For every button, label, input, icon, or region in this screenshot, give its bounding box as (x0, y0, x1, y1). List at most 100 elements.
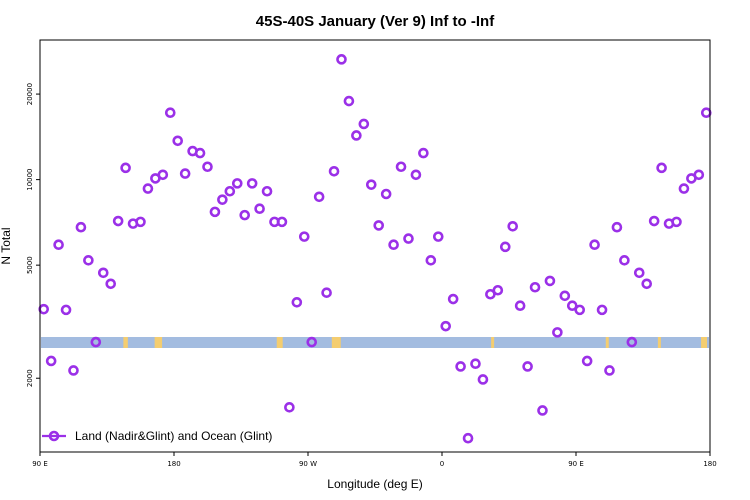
data-point (418, 147, 429, 159)
land-segment (605, 337, 609, 348)
data-point (626, 336, 638, 348)
legend: Land (Nadir&Glint) and Ocean (Glint) (42, 429, 272, 443)
data-point (537, 405, 548, 416)
data-point (462, 432, 474, 444)
data-point (522, 361, 533, 372)
data-point (395, 161, 407, 173)
land-segment (701, 337, 708, 348)
land-segment (491, 337, 495, 348)
x-tick-label: 90 W (299, 460, 317, 468)
x-tick-label: 90 E (32, 460, 48, 468)
data-point (700, 107, 712, 118)
data-point (589, 239, 600, 251)
data-point (566, 300, 578, 311)
y-axis: 2000 5000 10000 20000 (26, 83, 40, 387)
data-point (447, 293, 459, 305)
data-point (328, 165, 340, 177)
data-point (552, 327, 563, 338)
data-point (164, 107, 176, 118)
data-point (380, 188, 392, 200)
plot-frame (39, 39, 711, 453)
data-points (38, 54, 712, 444)
data-point (492, 284, 504, 296)
data-point (477, 374, 489, 385)
data-point (172, 135, 184, 147)
legend-marker (48, 430, 60, 442)
data-point (239, 209, 251, 221)
data-point (336, 54, 347, 65)
data-point (574, 304, 586, 316)
data-point (507, 221, 519, 232)
data-point (611, 221, 623, 233)
data-point (432, 231, 444, 242)
data-point (298, 231, 310, 242)
legend-entry-label: Land (Nadir&Glint) and Ocean (Glint) (75, 429, 272, 443)
data-point (656, 162, 667, 174)
data-point (455, 361, 466, 372)
y-tick-label: 2000 (26, 369, 34, 387)
data-point (224, 185, 236, 197)
land-segment (154, 337, 163, 348)
data-point (693, 169, 705, 181)
data-point (45, 355, 57, 367)
data-point (202, 161, 213, 173)
data-point (604, 365, 615, 376)
y-tick-label: 10000 (26, 168, 34, 190)
data-point (246, 178, 258, 189)
data-point (373, 220, 385, 231)
x-axis-label: Longitude (deg E) (327, 477, 422, 491)
data-point (53, 239, 64, 251)
data-point (120, 162, 131, 174)
x-axis: 90 E 180 90 W 0 90 E 180 (32, 452, 717, 468)
data-point (68, 365, 79, 376)
data-point (60, 304, 72, 316)
data-point (619, 255, 630, 266)
y-tick-label: 20000 (26, 83, 34, 105)
data-point (231, 178, 243, 189)
data-point (499, 241, 511, 253)
data-point (38, 303, 50, 315)
data-point (135, 216, 146, 228)
data-point (313, 191, 325, 203)
data-point (581, 355, 593, 367)
data-point (410, 169, 422, 181)
data-point (97, 267, 109, 279)
data-point (388, 239, 399, 251)
data-point (365, 179, 377, 190)
x-tick-label: 180 (167, 460, 180, 468)
data-point (105, 278, 117, 290)
data-point (321, 287, 332, 298)
x-tick-label: 180 (703, 460, 716, 468)
data-point (358, 118, 370, 130)
land-segment (123, 337, 128, 348)
data-point (671, 216, 682, 228)
ocean-band (41, 337, 709, 348)
data-point (596, 304, 608, 316)
data-point (142, 183, 154, 194)
data-point (217, 194, 228, 205)
data-point (157, 169, 169, 181)
data-point (209, 206, 221, 218)
data-point (179, 168, 191, 179)
data-point (403, 233, 414, 244)
data-point (514, 300, 526, 311)
data-point (633, 267, 645, 279)
data-point (90, 336, 102, 348)
data-point (641, 278, 653, 290)
data-point (83, 255, 94, 266)
data-point (648, 215, 660, 227)
data-point (284, 402, 295, 413)
land-segment (657, 337, 661, 348)
data-point (306, 336, 318, 348)
data-point (276, 216, 288, 228)
chart-title: 45S-40S January (Ver 9) Inf to -Inf (256, 13, 495, 30)
data-point (194, 147, 206, 159)
data-point (343, 95, 355, 107)
y-axis-label: N Total (0, 227, 13, 264)
data-point (254, 203, 265, 215)
data-point (75, 221, 87, 233)
data-point (351, 130, 362, 141)
data-point (440, 320, 452, 332)
data-point (112, 215, 124, 227)
